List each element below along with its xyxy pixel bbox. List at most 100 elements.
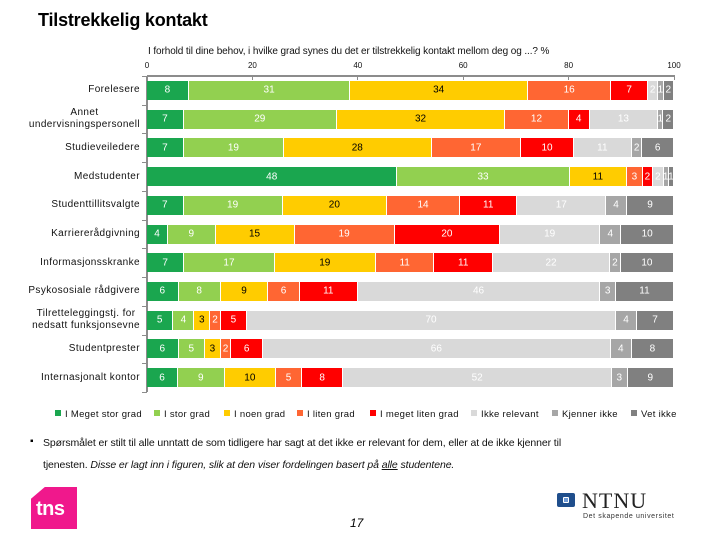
data-label: 6 [654,142,661,154]
data-label: 16 [563,84,575,96]
data-label: 29 [254,113,266,125]
y-tick-mark [142,248,147,250]
data-label: 19 [544,228,556,240]
bar-segment: 17 [431,138,522,158]
data-label: 34 [433,84,445,96]
x-tick-label: 40 [353,61,363,70]
x-tick-label: 0 [144,61,150,70]
x-tick-mark [462,75,464,80]
bar-segment: 28 [284,138,432,158]
bar-segment: 19 [183,138,284,158]
legend-item: Vet ikke [631,409,677,420]
legend-swatch-icon [297,410,303,416]
bar-segment: 2 [653,167,664,187]
bar-segment: 8 [631,339,674,359]
data-label: 6 [243,343,250,355]
category-label: Tilretteleggingstj. for nedsatt funksjon… [32,308,140,332]
data-label: 22 [545,257,557,269]
data-label: 2 [655,171,661,183]
bar-segment: 8 [178,281,221,301]
bar-segment: 20 [282,195,387,215]
bar-segment: 2 [631,138,643,158]
data-label: 19 [227,199,239,211]
legend-item: I meget liten grad [370,409,459,420]
data-label: 9 [188,228,195,240]
data-label: 2 [212,314,218,326]
data-label: 10 [541,142,553,154]
bar-segment: 1 [658,80,664,100]
data-label: 10 [641,257,653,269]
data-label: 20 [328,199,340,211]
data-label: 19 [338,228,350,240]
bar-segment: 7 [611,80,648,100]
data-label: 32 [414,113,427,125]
data-label: 15 [248,228,261,240]
bar-segment: 2 [210,310,221,330]
footnote-line-1: Spørsmålet er stilt til alle unntatt de … [43,437,562,449]
bar-segment: 32 [336,109,506,129]
data-label: 5 [188,343,195,355]
bar-segment: 11 [569,167,628,187]
bar-segment: 12 [505,109,569,129]
data-label: 4 [607,228,614,240]
data-label: 1 [662,171,669,183]
bar-segment: 46 [357,281,601,301]
page-title: Tilstrekkelig kontakt [38,10,208,30]
x-axis-line [147,75,674,77]
y-tick-mark [142,277,147,279]
data-label: 7 [162,257,168,269]
data-label: 5 [230,314,237,326]
bar-segment: 3 [600,281,617,301]
bar-segment: 10 [621,224,674,244]
data-label: 6 [159,372,165,384]
data-label: 9 [647,372,654,384]
data-label: 4 [613,199,619,211]
data-label: 8 [319,372,325,384]
y-tick-mark [142,219,147,221]
y-tick-mark [142,305,147,307]
bar-segment: 9 [627,195,674,215]
ntnu-logo-icon [557,493,575,507]
legend-swatch-icon [154,410,160,416]
data-label: 3 [199,314,205,326]
bar-segment: 4 [568,109,590,129]
bar-segment: 2 [610,253,621,273]
data-label: 7 [162,142,168,154]
bar-segment: 11 [375,253,435,273]
category-label: Internasjonalt kontor [40,371,140,383]
data-label: 4 [618,343,624,355]
bar-segment: 7 [147,109,184,129]
bar-segment: 7 [147,253,185,273]
data-label: 5 [285,372,292,384]
data-label: 2 [612,257,618,269]
data-label: 31 [263,84,275,96]
data-label: 4 [154,228,160,240]
bar-segment: 3 [627,167,643,187]
bar-segment: 10 [620,253,674,273]
x-tick-mark [357,75,359,80]
data-label: 11 [639,285,650,297]
data-label: 8 [164,84,171,96]
tns-logo: tns [31,487,77,529]
legend-item: I stor grad [154,409,210,420]
bar-segment: 2 [663,109,674,129]
bar-segment: 48 [147,167,398,187]
data-label: 10 [641,228,653,240]
data-label: 17 [470,142,482,154]
category-label: Studieveiledere [65,141,140,153]
data-label: 11 [483,199,494,211]
category-label: Psykososiale rådgivere [28,285,140,297]
x-tick-label: 80 [564,61,574,70]
data-label: 4 [180,314,187,326]
stacked-bar-chart: 0 20 40 60 80 100 Forelesere 8 31 34 16 7 2 1 2 Annet u… [28,61,681,393]
data-label: 6 [280,285,287,297]
category-label: Forelesere [88,84,140,96]
bar-segment: 1 [668,167,674,187]
bar-segment: 31 [188,80,351,100]
data-label: 3 [631,171,638,183]
bar-segment: 4 [606,195,628,215]
data-label: 9 [197,372,204,384]
bar-segment: 10 [224,368,277,388]
legend-label: I meget liten grad [380,409,459,420]
x-tick-mark [146,75,148,80]
